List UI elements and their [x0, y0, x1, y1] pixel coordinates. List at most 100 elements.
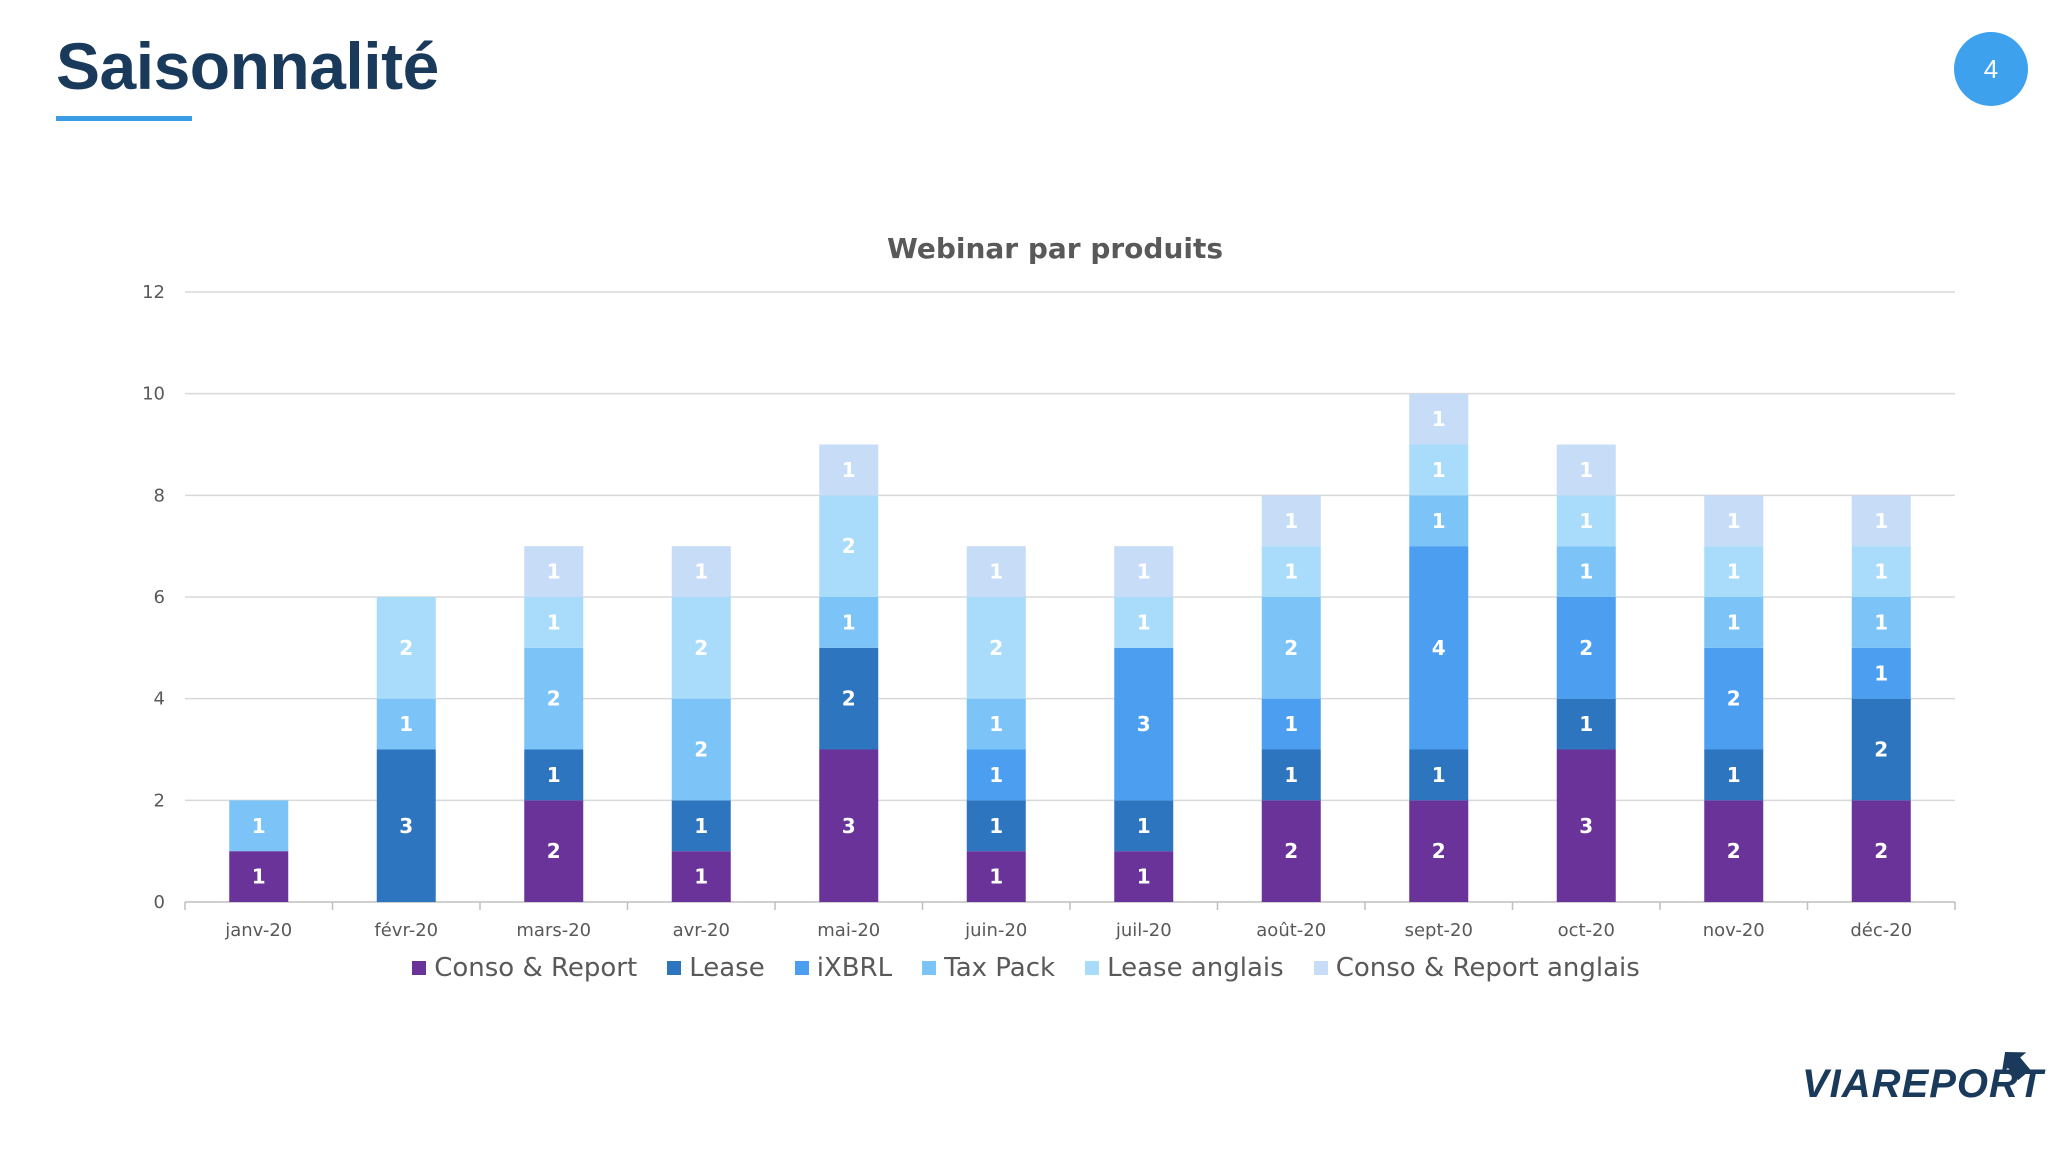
data-label: 1 — [1284, 509, 1298, 533]
x-tick-label: juin-20 — [964, 920, 1027, 940]
bar-segment — [376, 597, 436, 699]
data-label: 1 — [694, 560, 708, 584]
y-tick-label: 6 — [154, 587, 165, 608]
data-label: 2 — [1432, 839, 1446, 863]
x-tick-label: oct-20 — [1558, 920, 1615, 940]
bar-segment — [1704, 495, 1764, 547]
bar-segment — [819, 495, 879, 597]
bar-segment — [1704, 749, 1764, 801]
logo-arrow-icon — [2001, 1051, 2031, 1081]
data-label: 2 — [694, 636, 708, 660]
bar-segment — [1409, 393, 1469, 445]
y-tick-label: 8 — [154, 485, 165, 506]
y-tick-label: 4 — [154, 689, 165, 710]
data-label: 1 — [1432, 407, 1446, 431]
data-label: 1 — [1284, 763, 1298, 787]
y-tick-label: 2 — [154, 790, 165, 811]
data-label: 3 — [399, 814, 413, 838]
data-label: 2 — [547, 687, 561, 711]
legend-swatch — [1085, 961, 1100, 975]
bar-segment — [1114, 597, 1174, 648]
bar-segment — [1409, 800, 1469, 902]
bar-segment — [1261, 597, 1321, 699]
bar-segment — [966, 546, 1026, 597]
data-label: 1 — [1284, 560, 1298, 584]
bar-segment — [671, 800, 731, 852]
data-label: 1 — [1432, 763, 1446, 787]
legend-swatch — [922, 961, 937, 975]
page-number-badge: 4 — [1954, 32, 2028, 106]
data-label: 1 — [1874, 661, 1888, 685]
bar-segment — [1851, 495, 1911, 547]
bar-segment — [1851, 800, 1911, 902]
bar-segment — [671, 597, 731, 699]
bar-segment — [1556, 597, 1616, 699]
bar-segment — [524, 546, 584, 597]
bar-segment — [524, 749, 584, 801]
data-label: 1 — [1579, 560, 1593, 584]
data-label: 2 — [1284, 636, 1298, 660]
bar-segment — [966, 800, 1026, 852]
data-label: 2 — [1874, 738, 1888, 762]
data-label: 1 — [252, 814, 266, 838]
bar-segment — [524, 647, 584, 750]
viareport-logo: VIAREPORT — [1802, 1051, 2044, 1107]
data-label: 1 — [1137, 865, 1151, 889]
bar-segment — [1261, 546, 1321, 597]
bar-segment — [524, 597, 584, 648]
data-label: 2 — [694, 738, 708, 762]
bar-segment — [1556, 444, 1616, 496]
x-tick-label: août-20 — [1256, 920, 1326, 940]
bar-segment — [819, 597, 879, 648]
bar-segment — [1114, 800, 1174, 852]
data-label: 1 — [1284, 712, 1298, 736]
data-label: 1 — [1579, 458, 1593, 482]
bar-segment — [819, 444, 879, 496]
legend-item: Tax Pack — [922, 953, 1055, 983]
bar-segment — [1409, 495, 1469, 547]
data-label: 1 — [547, 610, 561, 634]
bar-segment — [819, 647, 879, 750]
data-label: 1 — [989, 865, 1003, 889]
legend-swatch — [667, 961, 682, 975]
bar-segment — [1556, 749, 1616, 902]
title-underline — [56, 116, 192, 121]
bar-segment — [1851, 647, 1911, 699]
bar-segment — [1409, 546, 1469, 750]
data-label: 1 — [842, 610, 856, 634]
data-label: 1 — [1727, 763, 1741, 787]
x-tick-label: nov-20 — [1703, 920, 1765, 940]
data-label: 1 — [1432, 509, 1446, 533]
data-label: 1 — [1874, 610, 1888, 634]
bar-segment — [1409, 749, 1469, 801]
chart-legend: Conso & Report Lease iXBRL Tax Pack Lease an… — [0, 953, 2052, 983]
y-tick-label: 10 — [142, 384, 165, 405]
data-label: 1 — [694, 814, 708, 838]
bar-segment — [1704, 800, 1764, 902]
data-label: 2 — [1284, 839, 1298, 863]
slide-title: Saisonnalité — [56, 29, 439, 103]
data-label: 1 — [1874, 509, 1888, 533]
legend-label: Lease anglais — [1107, 953, 1284, 983]
data-label: 1 — [1727, 610, 1741, 634]
x-tick-label: mars-20 — [516, 920, 591, 940]
bar-segment — [671, 851, 731, 902]
bar-segment — [671, 546, 731, 597]
data-label: 1 — [1579, 509, 1593, 533]
x-tick-label: févr-20 — [374, 920, 438, 940]
bars: 1 1 3 1 2 2 1 2 1 1 1 1 2 2 1 3 2 1 2 1 1 1 1 1 2 1 1 1 3 1 1 2 1 1 2 1 1 2 1 4… — [229, 393, 1911, 902]
legend-swatch — [412, 961, 427, 975]
data-label: 2 — [399, 636, 413, 660]
data-label: 1 — [1579, 712, 1593, 736]
bar-segment — [1704, 546, 1764, 597]
data-label: 2 — [842, 687, 856, 711]
data-label: 2 — [1874, 839, 1888, 863]
data-label: 1 — [989, 560, 1003, 584]
bar-segment — [1261, 749, 1321, 801]
bar-segment — [524, 800, 584, 902]
bar-segment — [966, 851, 1026, 902]
bar-segment — [1851, 546, 1911, 597]
data-label: 1 — [694, 865, 708, 889]
bar-segment — [1704, 597, 1764, 648]
bar-segment — [1261, 495, 1321, 547]
